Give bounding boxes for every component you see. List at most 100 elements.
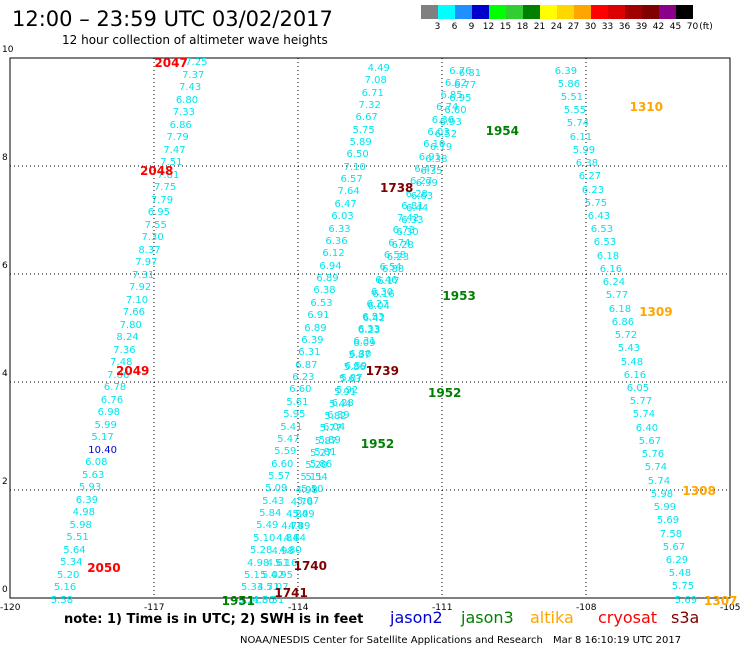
wave-height-value: 5.91 bbox=[334, 386, 357, 398]
wave-height-value: 6.80 bbox=[175, 94, 199, 106]
wave-height-value: 6.28 bbox=[405, 188, 428, 200]
wave-height-value: 5.74 bbox=[566, 118, 590, 130]
wave-height-value: 5.74 bbox=[647, 475, 671, 487]
wave-height-value: 6.59 bbox=[344, 360, 367, 372]
wave-height-value: 6.42 bbox=[362, 313, 386, 325]
pass-id-label: 1309 bbox=[639, 304, 673, 319]
legend-swatch bbox=[523, 5, 540, 19]
wave-height-value: 6.62 bbox=[444, 77, 468, 89]
wave-height-value: 5.33 bbox=[241, 582, 264, 594]
legend-swatch bbox=[438, 5, 455, 19]
wave-height-value: 6.03 bbox=[331, 211, 354, 223]
wave-height-value: 6.38 bbox=[425, 153, 448, 165]
wave-height-value: 4.84 bbox=[286, 508, 309, 520]
pass-id-label: 1741 bbox=[274, 585, 308, 600]
wave-height-value: 5.58 bbox=[50, 594, 74, 606]
legend-swatch-label: 42 bbox=[652, 22, 665, 32]
wave-height-value: 5.74 bbox=[644, 462, 668, 474]
wave-height-value: 6.78 bbox=[103, 382, 127, 394]
legend-swatch-label: 21 bbox=[533, 22, 546, 32]
wave-height-value: 7.64 bbox=[337, 186, 360, 198]
wave-height-value: 5.77 bbox=[629, 396, 653, 408]
legend-swatch bbox=[676, 5, 693, 19]
wave-height-value: 6.23 bbox=[358, 325, 381, 337]
plot-frame bbox=[9, 57, 731, 599]
wave-height-value: 6.33 bbox=[357, 323, 381, 335]
wave-height-value: 4.61 bbox=[266, 557, 290, 569]
pass-id-label: 2048 bbox=[140, 164, 174, 179]
wave-height-value: 6.08 bbox=[85, 457, 108, 469]
wave-height-value: 6.89 bbox=[304, 322, 327, 334]
y-tick-label: 0 bbox=[2, 585, 8, 595]
wave-height-value: 7.33 bbox=[172, 107, 195, 119]
wave-height-value: 8.37 bbox=[138, 244, 161, 256]
legend-swatch bbox=[642, 5, 659, 19]
wave-height-value: 6.31 bbox=[353, 336, 376, 348]
wave-height-value: 6.39 bbox=[75, 494, 99, 506]
wave-height-value: 4.84 bbox=[276, 533, 299, 545]
legend-swatch-label: 3 bbox=[434, 22, 441, 32]
wave-height-value: 7.81 bbox=[157, 169, 180, 181]
legend-swatch-label: 15 bbox=[499, 22, 512, 32]
wave-height-value: 6.23 bbox=[581, 184, 605, 196]
wave-height-value: 6.38 bbox=[313, 285, 336, 297]
legend-swatch-label: 36 bbox=[618, 22, 631, 32]
wave-height-value: 6.77 bbox=[454, 80, 477, 92]
satellite-altika: altika bbox=[530, 608, 574, 627]
pass-id-label: 2050 bbox=[87, 561, 121, 576]
wave-height-value: 6.53 bbox=[362, 311, 385, 323]
wave-height-value: 5.16 bbox=[275, 557, 298, 569]
wave-height-value: 5.20 bbox=[57, 569, 80, 581]
wave-height-value: 5.28 bbox=[250, 545, 273, 557]
legend-swatch bbox=[455, 5, 472, 19]
wave-height-value: 4.74 bbox=[281, 521, 304, 533]
x-tick-label: -105 bbox=[720, 603, 740, 613]
wave-height-value: 5.02 bbox=[262, 570, 285, 582]
wave-height-value: 6.12 bbox=[322, 248, 345, 260]
wave-height-value: 6.91 bbox=[307, 310, 330, 322]
pass-id-label: 2049 bbox=[116, 364, 150, 379]
wave-height-value: 5.95 bbox=[283, 409, 306, 421]
wave-height-value: 5.87 bbox=[340, 373, 363, 385]
wave-height-value: 7.25 bbox=[185, 57, 208, 69]
wave-height-value: 5.15 bbox=[244, 569, 267, 581]
wave-height-value: 5.99 bbox=[94, 419, 117, 431]
wave-height-value: 6.91 bbox=[418, 151, 441, 163]
wave-height-value: 7.10 bbox=[125, 294, 149, 306]
wave-height-value: 5.76 bbox=[641, 449, 665, 461]
wave-height-value: 7.66 bbox=[122, 307, 145, 319]
wave-height-value: 5.89 bbox=[318, 434, 341, 446]
wave-height-value: 6.29 bbox=[665, 555, 689, 566]
y-tick-label: 2 bbox=[2, 477, 8, 487]
wave-height-value: 5.48 bbox=[620, 356, 644, 368]
wave-height-value: 5.84 bbox=[259, 508, 282, 520]
wave-height-value: 4.98 bbox=[271, 545, 294, 557]
wave-height-value: 5.51 bbox=[66, 532, 89, 544]
wave-height-value: 6.89 bbox=[316, 273, 339, 285]
wave-height-value: 5.82 bbox=[324, 411, 347, 423]
legend-swatch-label: 45 bbox=[669, 22, 682, 32]
wave-height-value: 5.17 bbox=[91, 432, 114, 444]
wave-height-value: 6.09 bbox=[353, 337, 376, 349]
wave-height-value: 5.07 bbox=[266, 582, 289, 594]
wave-height-value: 7.75 bbox=[153, 182, 177, 194]
wave-height-value: 5.57 bbox=[268, 471, 291, 482]
wave-height-value: 5.09 bbox=[292, 508, 315, 520]
wave-height-value: 6.10 bbox=[423, 139, 446, 151]
wave-height-value: 7.32 bbox=[358, 99, 381, 111]
legend-swatch bbox=[421, 5, 438, 19]
wave-height-value: 5.75 bbox=[352, 124, 375, 136]
legend-swatch bbox=[489, 5, 506, 19]
wave-height-value: 5.99 bbox=[572, 144, 596, 156]
wave-height-value: 5.16 bbox=[53, 582, 77, 594]
wave-height-value: 7.10 bbox=[343, 161, 366, 173]
wave-height-value: 5.99 bbox=[653, 502, 677, 514]
satellite-jason2: jason2 bbox=[390, 608, 443, 627]
pass-id-label: 2047 bbox=[154, 56, 188, 71]
legend-swatch-label: 39 bbox=[635, 22, 648, 32]
x-tick-label: -117 bbox=[144, 603, 165, 613]
wave-height-value: 5.69 bbox=[674, 594, 698, 606]
wave-height-value: 6.03 bbox=[427, 127, 450, 139]
wave-height-value: 5.75 bbox=[671, 581, 695, 593]
wave-height-value: 7.48 bbox=[110, 357, 133, 369]
